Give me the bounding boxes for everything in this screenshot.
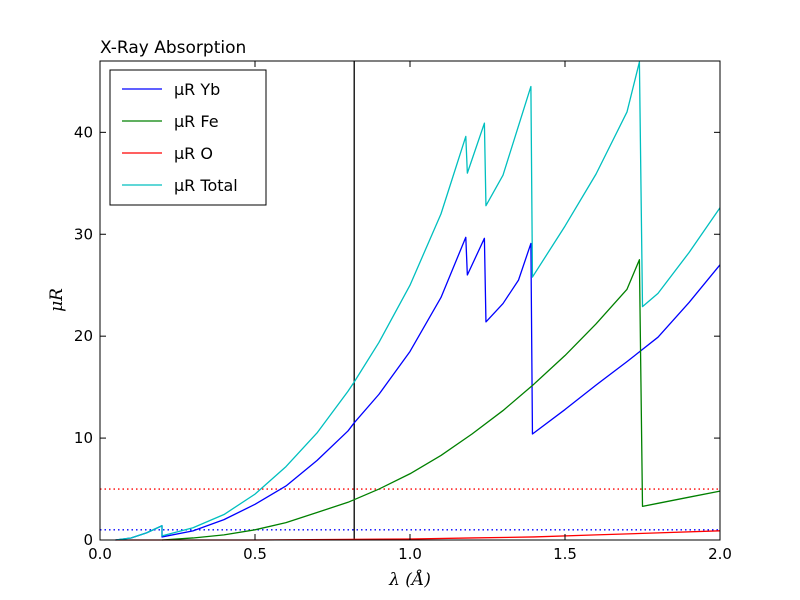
legend-label: μR O (174, 144, 213, 163)
legend-label: μR Yb (174, 80, 220, 99)
x-tick-label: 0.5 (243, 545, 267, 563)
chart-title: X-Ray Absorption (100, 38, 246, 58)
series-line-1 (161, 259, 721, 541)
y-tick-label: 30 (74, 225, 93, 243)
series-line-0 (115, 236, 721, 541)
series-line-2 (115, 530, 721, 541)
y-tick-label: 40 (74, 123, 93, 141)
x-tick-label: 1.5 (553, 545, 577, 563)
y-tick-label: 10 (74, 429, 93, 447)
legend-label: μR Fe (174, 112, 219, 131)
x-tick-label: 1.0 (398, 545, 422, 563)
y-axis-label: μR (47, 288, 67, 312)
legend: μR Yb μR Fe μR O μR Total (109, 69, 267, 206)
plot-area: 0.0 0.5 1.0 1.5 2.0 0 10 20 30 40 (74, 60, 732, 563)
y-tick-label: 20 (74, 327, 93, 345)
x-tick-label: 0.0 (88, 545, 112, 563)
legend-label: μR Total (174, 176, 238, 195)
x-tick-label: 2.0 (708, 545, 732, 563)
y-tick-label: 0 (83, 531, 93, 549)
legend-box (109, 69, 267, 206)
x-axis-label: λ (Å) (388, 569, 431, 590)
series-line-3 (115, 61, 721, 541)
